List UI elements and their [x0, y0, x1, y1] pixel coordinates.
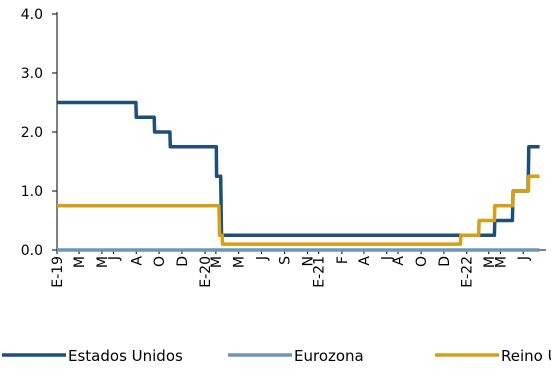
x-tick-label: J — [106, 256, 122, 261]
legend-label-eurozona: Eurozona — [294, 347, 364, 365]
x-tick-label: M — [493, 256, 509, 268]
x-tick-label: E-21 — [312, 256, 328, 288]
x-tick-label: S — [278, 256, 294, 265]
x-tick-label: M — [482, 256, 498, 268]
legend: Estados Unidos Eurozona Reino Unido — [2, 347, 551, 365]
x-tick-label: A — [391, 256, 407, 266]
legend-label-estados-unidos: Estados Unidos — [68, 347, 183, 365]
x-tick-label: J — [254, 256, 270, 261]
x-tick-label: O — [414, 256, 430, 267]
x-tick-label: O — [152, 256, 168, 267]
x-tick-label: D — [437, 256, 453, 267]
series-line-reino-unido — [57, 174, 540, 246]
y-tick-label: 0.0 — [21, 243, 43, 259]
y-axis-ticks: 0.0 1.0 2.0 3.0 4.0 — [21, 7, 57, 259]
legend-label-reino-unido: Reino Unido — [501, 347, 551, 365]
x-tick-label: A — [129, 256, 145, 266]
series-line-estados-unidos — [57, 100, 540, 238]
x-tick-label: D — [175, 256, 191, 267]
x-tick-label: E-20 — [198, 256, 214, 288]
y-tick-label: 4.0 — [21, 7, 43, 23]
x-axis-ticks: E-19 M MJ A O D E-20M M J S NE-21 F A JA O D E-22 MM J — [50, 250, 532, 288]
x-tick-label: J — [516, 256, 532, 261]
x-tick-label: M — [209, 256, 225, 268]
x-tick-label: A — [357, 256, 373, 266]
x-tick-label: E-19 — [50, 256, 66, 288]
x-tick-label: E-22 — [460, 256, 476, 288]
series-lines — [57, 100, 540, 252]
y-tick-label: 2.0 — [21, 125, 43, 141]
x-tick-label: F — [335, 256, 351, 264]
axes — [56, 12, 546, 251]
x-tick-label: M — [232, 256, 248, 268]
x-tick-label: M — [95, 256, 111, 268]
x-tick-label: N — [300, 256, 316, 266]
x-tick-label: J — [380, 256, 396, 261]
y-tick-label: 1.0 — [21, 184, 43, 200]
x-tick-label: M — [72, 256, 88, 268]
y-tick-label: 3.0 — [21, 66, 43, 82]
